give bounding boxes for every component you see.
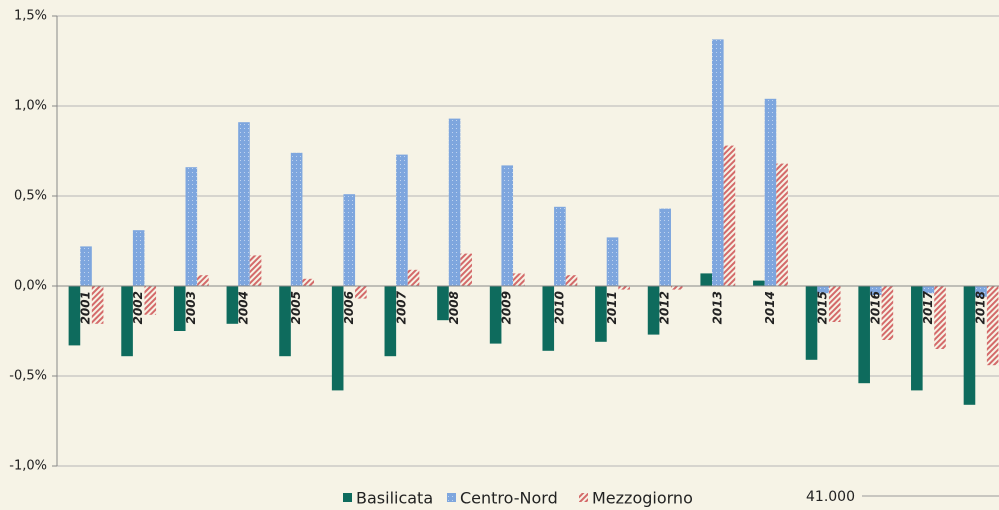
x-tick-label: 2013 bbox=[710, 291, 724, 324]
bar bbox=[238, 122, 250, 286]
y-tick-label: 1,0% bbox=[14, 99, 47, 114]
bar bbox=[185, 167, 198, 286]
bar bbox=[343, 194, 356, 286]
x-tick-label: 2006 bbox=[342, 291, 356, 324]
bar bbox=[437, 286, 449, 321]
bar bbox=[805, 286, 818, 360]
x-tick-label: 2008 bbox=[447, 291, 461, 324]
bar bbox=[647, 286, 660, 335]
x-tick-label: 2014 bbox=[763, 291, 777, 324]
legend-swatch bbox=[343, 493, 352, 502]
bar bbox=[828, 286, 841, 322]
bar bbox=[407, 269, 420, 286]
bar bbox=[331, 286, 344, 391]
x-tick-label: 2002 bbox=[131, 291, 145, 324]
x-tick-label: 2016 bbox=[868, 291, 882, 324]
legend-label: Mezzogiorno bbox=[592, 489, 693, 508]
bar bbox=[144, 286, 157, 315]
y-tick-label: -0,5% bbox=[9, 369, 47, 384]
bar bbox=[963, 286, 976, 405]
x-tick-label: 2009 bbox=[500, 291, 514, 324]
bar bbox=[712, 39, 724, 287]
bar bbox=[670, 286, 683, 290]
x-tick-label: 2017 bbox=[921, 290, 935, 324]
bar bbox=[606, 237, 619, 286]
bar bbox=[513, 273, 525, 286]
bar bbox=[302, 278, 315, 286]
bar bbox=[595, 286, 607, 342]
y-tick-label: 1,5% bbox=[14, 9, 47, 24]
x-tick-label: 2005 bbox=[289, 291, 303, 324]
bar bbox=[881, 286, 894, 340]
annotation: 41.000 bbox=[806, 489, 855, 505]
x-tick-label: 2012 bbox=[658, 291, 672, 324]
bar bbox=[290, 152, 303, 286]
bar bbox=[121, 286, 133, 357]
bar bbox=[753, 280, 765, 286]
y-tick-label: 0,0% bbox=[14, 279, 47, 294]
x-tick-label: 2015 bbox=[816, 291, 830, 324]
bar bbox=[542, 286, 555, 351]
x-tick-label: 2018 bbox=[974, 291, 988, 324]
bar bbox=[869, 286, 882, 295]
bar bbox=[460, 253, 472, 286]
bar bbox=[249, 255, 262, 286]
bar bbox=[355, 286, 367, 299]
bar bbox=[554, 206, 566, 286]
bar bbox=[776, 163, 788, 286]
legend-label: Basilicata bbox=[356, 489, 433, 508]
bar bbox=[80, 246, 92, 286]
bar bbox=[817, 286, 829, 294]
bar bbox=[173, 286, 186, 331]
bar bbox=[922, 286, 935, 294]
bar bbox=[934, 286, 946, 349]
bar bbox=[501, 165, 514, 286]
y-tick-label: 0,5% bbox=[14, 189, 47, 204]
bar bbox=[764, 98, 777, 286]
y-tick-label: -1,0% bbox=[9, 459, 47, 474]
bar bbox=[279, 286, 291, 357]
x-tick-label: 2001 bbox=[79, 291, 93, 324]
bar bbox=[226, 286, 239, 324]
bar bbox=[659, 208, 671, 286]
legend-swatch bbox=[579, 493, 588, 502]
legend-swatch bbox=[447, 493, 456, 502]
legend-label: Centro-Nord bbox=[460, 489, 558, 508]
x-tick-label: 2010 bbox=[552, 291, 566, 324]
bar bbox=[700, 273, 713, 286]
x-tick-label: 2011 bbox=[605, 291, 619, 324]
bar bbox=[565, 275, 578, 286]
bar bbox=[384, 286, 397, 357]
bar bbox=[858, 286, 870, 384]
bar bbox=[911, 286, 923, 391]
bar bbox=[68, 286, 81, 346]
bar bbox=[723, 145, 736, 286]
bar bbox=[618, 286, 630, 290]
bar bbox=[197, 275, 209, 286]
bar bbox=[986, 286, 999, 366]
x-tick-label: 2003 bbox=[184, 291, 198, 324]
x-tick-label: 2007 bbox=[394, 290, 408, 324]
bar bbox=[132, 230, 145, 286]
bar bbox=[975, 286, 987, 297]
bar bbox=[489, 286, 502, 344]
bar bbox=[448, 118, 461, 286]
x-tick-label: 2004 bbox=[236, 291, 250, 324]
bar bbox=[396, 154, 408, 286]
bar bbox=[91, 286, 104, 324]
